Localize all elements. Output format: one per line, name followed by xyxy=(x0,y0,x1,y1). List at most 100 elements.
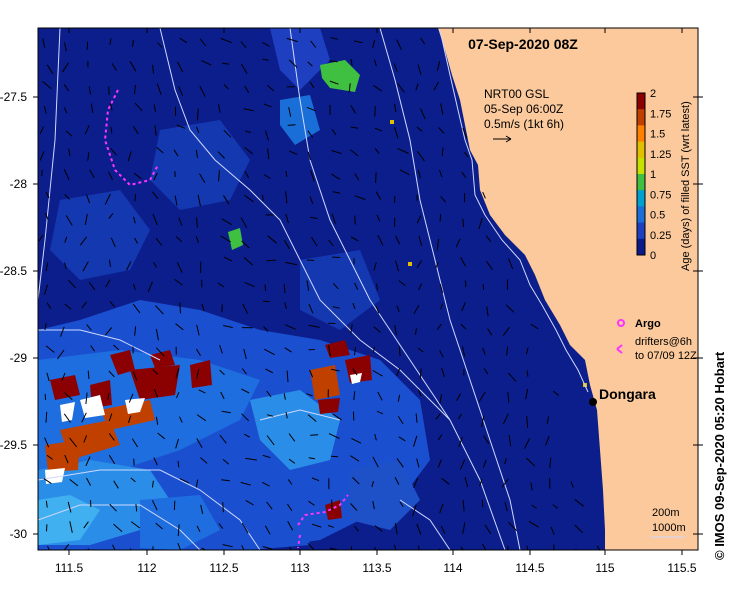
colorbar-swatch xyxy=(637,93,645,110)
current-vector xyxy=(199,457,208,464)
current-vector xyxy=(309,196,314,204)
current-vector xyxy=(394,476,400,485)
current-vector xyxy=(307,542,315,550)
current-vector xyxy=(44,323,47,331)
current-vector xyxy=(311,236,318,247)
current-vector xyxy=(83,435,88,443)
current-vector xyxy=(152,191,159,200)
current-vector xyxy=(487,328,493,336)
current-vector xyxy=(105,279,111,288)
current-vector xyxy=(243,348,247,360)
current-vector xyxy=(109,103,113,111)
current-vector xyxy=(397,83,405,93)
current-vector xyxy=(288,458,296,464)
current-vector xyxy=(86,194,91,204)
current-vector xyxy=(63,168,70,181)
current-vector xyxy=(64,262,67,269)
current-vector xyxy=(221,410,231,414)
current-vectors xyxy=(38,37,601,550)
colorbar-tick-label: 1.25 xyxy=(650,149,671,161)
current-vector xyxy=(373,84,382,92)
current-vector xyxy=(399,169,410,176)
current-vector xyxy=(85,392,88,405)
y-tick-label: -28 xyxy=(10,177,28,191)
colorbar-tick-label: 0.5 xyxy=(650,210,665,222)
current-vector xyxy=(175,368,180,379)
current-vector xyxy=(263,103,272,108)
current-vector xyxy=(266,390,272,398)
current-vector xyxy=(455,238,461,248)
current-vector xyxy=(417,64,422,75)
current-vector xyxy=(195,149,199,158)
current-vector xyxy=(90,345,95,352)
current-vector xyxy=(179,37,188,44)
y-tick-label: -30 xyxy=(10,527,28,541)
current-vector xyxy=(526,545,529,550)
current-vector xyxy=(109,38,112,45)
current-vector xyxy=(153,104,157,112)
current-vector xyxy=(46,302,52,309)
current-vector xyxy=(286,503,293,512)
colorbar-swatch xyxy=(637,206,645,224)
credit-text: © IMOS 09-Sep-2020 05:20 Hobart xyxy=(712,351,727,560)
current-vector xyxy=(332,306,340,309)
current-vector xyxy=(329,60,338,63)
current-vector xyxy=(441,477,450,485)
current-vector xyxy=(372,501,375,510)
sst-age-patches xyxy=(38,28,430,550)
current-vector xyxy=(350,455,360,462)
current-vector xyxy=(223,83,229,90)
x-tick-label: 111.5 xyxy=(55,561,84,575)
current-vector xyxy=(219,344,223,354)
current-vector xyxy=(485,235,492,243)
current-vector xyxy=(546,416,550,424)
x-tick-label: 114 xyxy=(443,561,462,575)
current-vector xyxy=(45,262,49,272)
current-vector xyxy=(174,278,183,286)
current-vector xyxy=(90,103,94,113)
current-vector xyxy=(222,62,230,65)
current-vector xyxy=(264,284,267,292)
current-vector xyxy=(131,438,139,448)
current-vector xyxy=(241,522,249,534)
current-vector xyxy=(416,151,425,162)
current-vector xyxy=(132,371,138,381)
current-vector xyxy=(530,482,533,491)
argo-float-icon xyxy=(617,319,625,327)
current-vector xyxy=(502,413,509,425)
current-vector xyxy=(528,520,539,528)
current-vector xyxy=(108,259,111,267)
current-vector xyxy=(308,303,314,314)
current-vector xyxy=(525,347,529,355)
current-vector xyxy=(285,191,288,204)
current-vector xyxy=(178,86,184,97)
current-vector xyxy=(574,498,585,507)
current-vector xyxy=(483,435,490,445)
current-vector xyxy=(436,323,442,330)
current-vector xyxy=(329,80,339,85)
current-vector xyxy=(177,460,180,468)
current-vector xyxy=(354,173,360,181)
current-vector xyxy=(262,58,269,61)
current-vector xyxy=(439,169,443,178)
current-vector xyxy=(412,504,417,517)
current-vector xyxy=(104,193,111,205)
current-vector xyxy=(266,414,274,417)
current-vector xyxy=(309,369,314,378)
current-vector xyxy=(243,257,254,266)
colorbar-tick-label: 2 xyxy=(650,88,656,100)
current-vector xyxy=(68,148,71,156)
current-vector xyxy=(374,148,380,154)
current-vector xyxy=(286,370,289,383)
current-vector xyxy=(462,346,466,357)
current-time: 05-Sep 06:00Z xyxy=(484,102,563,116)
current-vector xyxy=(285,213,289,224)
current-vector xyxy=(570,481,574,488)
current-vector xyxy=(217,282,225,288)
current-vector xyxy=(550,526,555,535)
colorbar-tick-label: 0.75 xyxy=(650,189,671,201)
current-vector xyxy=(113,480,119,489)
current-vector xyxy=(419,368,422,380)
current-vector xyxy=(151,500,158,511)
colorbar-swatch xyxy=(637,125,645,143)
